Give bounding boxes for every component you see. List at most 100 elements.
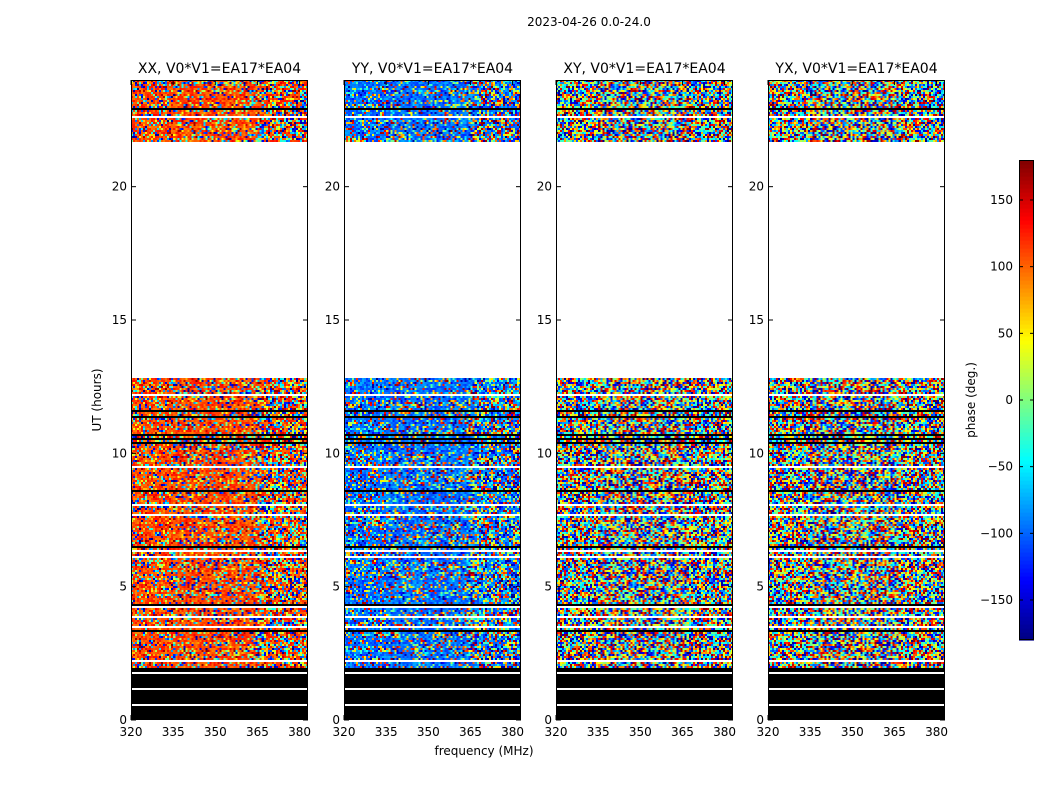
colorbar-segment [1019, 312, 1034, 317]
y-tick-label: 5 [119, 580, 127, 594]
colorbar-segment [1019, 556, 1034, 561]
x-tick-label: 365 [883, 725, 906, 739]
colorbar-segment [1019, 408, 1034, 413]
colorbar-segment [1019, 180, 1034, 185]
colorbar-segment [1019, 456, 1034, 461]
colorbar-segment [1019, 396, 1034, 401]
colorbar-segment [1019, 444, 1034, 449]
colorbar-segment [1019, 348, 1034, 353]
colorbar-segment [1019, 244, 1034, 249]
colorbar-segment [1019, 248, 1034, 253]
colorbar-tick-label: −100 [980, 526, 1013, 540]
colorbar-segment [1019, 316, 1034, 321]
colorbar-segment [1019, 380, 1034, 385]
colorbar-segment [1019, 340, 1034, 345]
panel-frame [344, 80, 521, 720]
y-tick-label: 10 [325, 446, 340, 460]
colorbar-segment [1019, 472, 1034, 477]
y-tick-label: 15 [749, 313, 764, 327]
colorbar-segment [1019, 420, 1034, 425]
x-tick-label: 350 [204, 725, 227, 739]
colorbar-segment [1019, 404, 1034, 409]
colorbar-segment [1019, 268, 1034, 273]
colorbar-tick-label: 0 [1005, 393, 1013, 407]
colorbar-segment [1019, 560, 1034, 565]
colorbar-segment [1019, 600, 1034, 605]
x-tick-label: 335 [162, 725, 185, 739]
colorbar-segment [1019, 188, 1034, 193]
colorbar-segment [1019, 424, 1034, 429]
colorbar-segment [1019, 484, 1034, 489]
colorbar-segment [1019, 468, 1034, 473]
colorbar-segment [1019, 592, 1034, 597]
colorbar-segment [1019, 504, 1034, 509]
colorbar-segment [1019, 264, 1034, 269]
figure-suptitle: 2023-04-26 0.0-24.0 [527, 15, 651, 29]
y-tick-label: 5 [332, 580, 340, 594]
x-tick-label: 365 [459, 725, 482, 739]
y-tick-label: 10 [112, 446, 127, 460]
colorbar: −150 −100 −50 0 50 100 150 [980, 160, 1034, 641]
colorbar-segment [1019, 624, 1034, 629]
x-tick-label: 380 [288, 725, 311, 739]
panel-frame [768, 80, 945, 720]
colorbar-segment [1019, 172, 1034, 177]
colorbar-segment [1019, 280, 1034, 285]
colorbar-segment [1019, 352, 1034, 357]
panel-title: YX, V0*V1=EA17*EA04 [774, 61, 937, 77]
colorbar-segment [1019, 260, 1034, 265]
colorbar-segment [1019, 452, 1034, 457]
colorbar-tick-label: 150 [990, 193, 1013, 207]
colorbar-segment [1019, 236, 1034, 241]
colorbar-segment [1019, 604, 1034, 609]
colorbar-segment [1019, 532, 1034, 537]
colorbar-segment [1019, 620, 1034, 625]
colorbar-segment [1019, 220, 1034, 225]
colorbar-segment [1019, 436, 1034, 441]
colorbar-segment [1019, 568, 1034, 573]
x-tick-label: 320 [333, 725, 356, 739]
colorbar-segment [1019, 416, 1034, 421]
x-tick-label: 380 [501, 725, 524, 739]
x-tick-label: 350 [417, 725, 440, 739]
panel-title: XY, V0*V1=EA17*EA04 [563, 61, 725, 77]
colorbar-segment [1019, 460, 1034, 465]
colorbar-segment [1019, 552, 1034, 557]
colorbar-segment [1019, 208, 1034, 213]
colorbar-segment [1019, 216, 1034, 221]
panel-xy: XY, V0*V1=EA17*EA04 320 335 350 365 380 0 5 10 15… [537, 61, 736, 739]
y-tick-label: 0 [544, 713, 552, 727]
colorbar-segment [1019, 392, 1034, 397]
heatmap-xy [556, 80, 733, 720]
colorbar-segment [1019, 540, 1034, 545]
colorbar-segment [1019, 200, 1034, 205]
colorbar-segment [1019, 520, 1034, 525]
x-tick-label: 380 [925, 725, 948, 739]
y-tick-label: 0 [756, 713, 764, 727]
colorbar-segment [1019, 360, 1034, 365]
colorbar-segment [1019, 320, 1034, 325]
colorbar-segment [1019, 176, 1034, 181]
x-tick-label: 350 [629, 725, 652, 739]
colorbar-segment [1019, 400, 1034, 405]
panel-frame [556, 80, 733, 720]
colorbar-segment [1019, 196, 1034, 201]
colorbar-segment [1019, 384, 1034, 389]
colorbar-segment [1019, 284, 1034, 289]
y-tick-label: 20 [749, 180, 764, 194]
colorbar-segment [1019, 596, 1034, 601]
y-tick-label: 10 [537, 446, 552, 460]
colorbar-tick-label: 100 [990, 260, 1013, 274]
colorbar-segment [1019, 364, 1034, 369]
colorbar-segment [1019, 372, 1034, 377]
colorbar-segment [1019, 524, 1034, 529]
colorbar-segment [1019, 300, 1034, 305]
colorbar-segment [1019, 292, 1034, 297]
panel-yx: YX, V0*V1=EA17*EA04 320 335 350 365 380 0 5 10 15… [749, 61, 948, 739]
y-tick-label: 20 [537, 180, 552, 194]
colorbar-segment [1019, 388, 1034, 393]
panel-yy: YY, V0*V1=EA17*EA04 320 335 350 365 380 0 5 10 15… [325, 61, 524, 739]
colorbar-segment [1019, 572, 1034, 577]
colorbar-segment [1019, 288, 1034, 293]
colorbar-segment [1019, 328, 1034, 333]
